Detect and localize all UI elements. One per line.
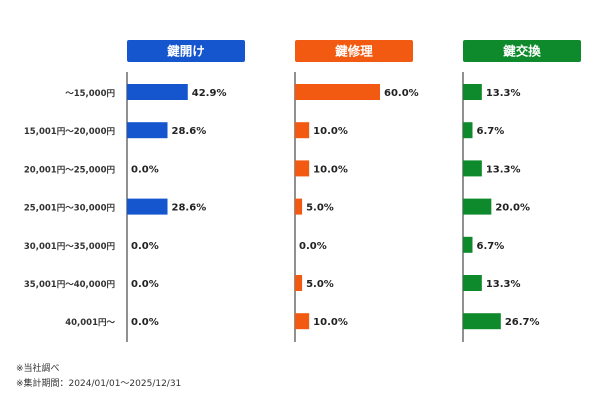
data-label: 10.0% [313, 317, 348, 328]
bar [127, 84, 188, 100]
data-label: 0.0% [131, 279, 159, 290]
data-label: 6.7% [476, 241, 504, 252]
bar [295, 160, 310, 177]
period-note: ※集計期間：2024/01/01〜2025/12/31 [16, 379, 182, 389]
data-label: 20.0% [495, 203, 530, 214]
chart-panels: 鍵開け 42.9% 28.6% 0.0% 28.6% 0.0% 0.0% 0.0% 鍵修理 60.… [126, 40, 581, 342]
data-label: 5.0% [306, 203, 334, 214]
bar [463, 160, 482, 177]
bar [463, 236, 473, 253]
bar [295, 313, 310, 330]
source-note: ※当社調べ [16, 364, 60, 374]
series-header [463, 40, 581, 62]
category-labels: 〜15,000円 15,001円〜20,000円 20,001円〜25,000円 25… [24, 89, 116, 328]
data-label: 0.0% [131, 241, 159, 252]
series-name: 鍵開け [167, 44, 205, 59]
data-label: 6.7% [476, 126, 504, 137]
data-label: 5.0% [306, 279, 334, 290]
bar [295, 84, 380, 100]
data-label: 26.7% [505, 317, 540, 328]
data-label: 13.3% [486, 279, 521, 290]
series-header [295, 40, 413, 62]
panel-1: 鍵開け 42.9% 28.6% 0.0% 28.6% 0.0% 0.0% 0.0% [126, 40, 245, 342]
bar [463, 122, 473, 139]
series-name: 鍵交換 [503, 44, 541, 59]
category-label: 35,001円〜40,000円 [24, 280, 115, 290]
bar [127, 198, 168, 215]
data-label: 10.0% [313, 126, 348, 137]
category-label: 〜15,000円 [65, 89, 115, 99]
data-label: 0.0% [131, 317, 159, 328]
series-header [127, 40, 245, 62]
bar [463, 275, 482, 291]
data-label: 13.3% [486, 164, 521, 175]
panel-2: 鍵修理 60.0% 10.0% 10.0% 5.0% 0.0% 5.0% 10.0% [294, 40, 419, 342]
bar [463, 313, 501, 330]
bar [127, 122, 168, 139]
bar [295, 122, 310, 139]
data-label: 28.6% [172, 126, 207, 137]
footnotes: ※当社調べ ※集計期間：2024/01/01〜2025/12/31 [16, 362, 181, 392]
data-label: 0.0% [299, 241, 327, 252]
data-label: 60.0% [384, 88, 419, 99]
data-label: 10.0% [313, 164, 348, 175]
category-label: 15,001円〜20,000円 [24, 127, 115, 137]
data-label: 28.6% [172, 203, 207, 214]
category-label: 25,001円〜30,000円 [24, 204, 115, 214]
data-label: 42.9% [192, 88, 227, 99]
category-label: 20,001円〜25,000円 [24, 165, 115, 175]
data-label: 13.3% [486, 88, 521, 99]
series-name: 鍵修理 [335, 44, 373, 59]
panel-3: 鍵交換 13.3% 6.7% 13.3% 20.0% 6.7% 13.3% 26.7% [462, 40, 581, 342]
bar [463, 198, 492, 215]
bar [295, 198, 303, 215]
category-label: 40,001円〜 [65, 318, 115, 328]
bar [463, 84, 482, 100]
bar [295, 275, 303, 291]
data-label: 0.0% [131, 164, 159, 175]
category-label: 30,001円〜35,000円 [24, 242, 115, 252]
